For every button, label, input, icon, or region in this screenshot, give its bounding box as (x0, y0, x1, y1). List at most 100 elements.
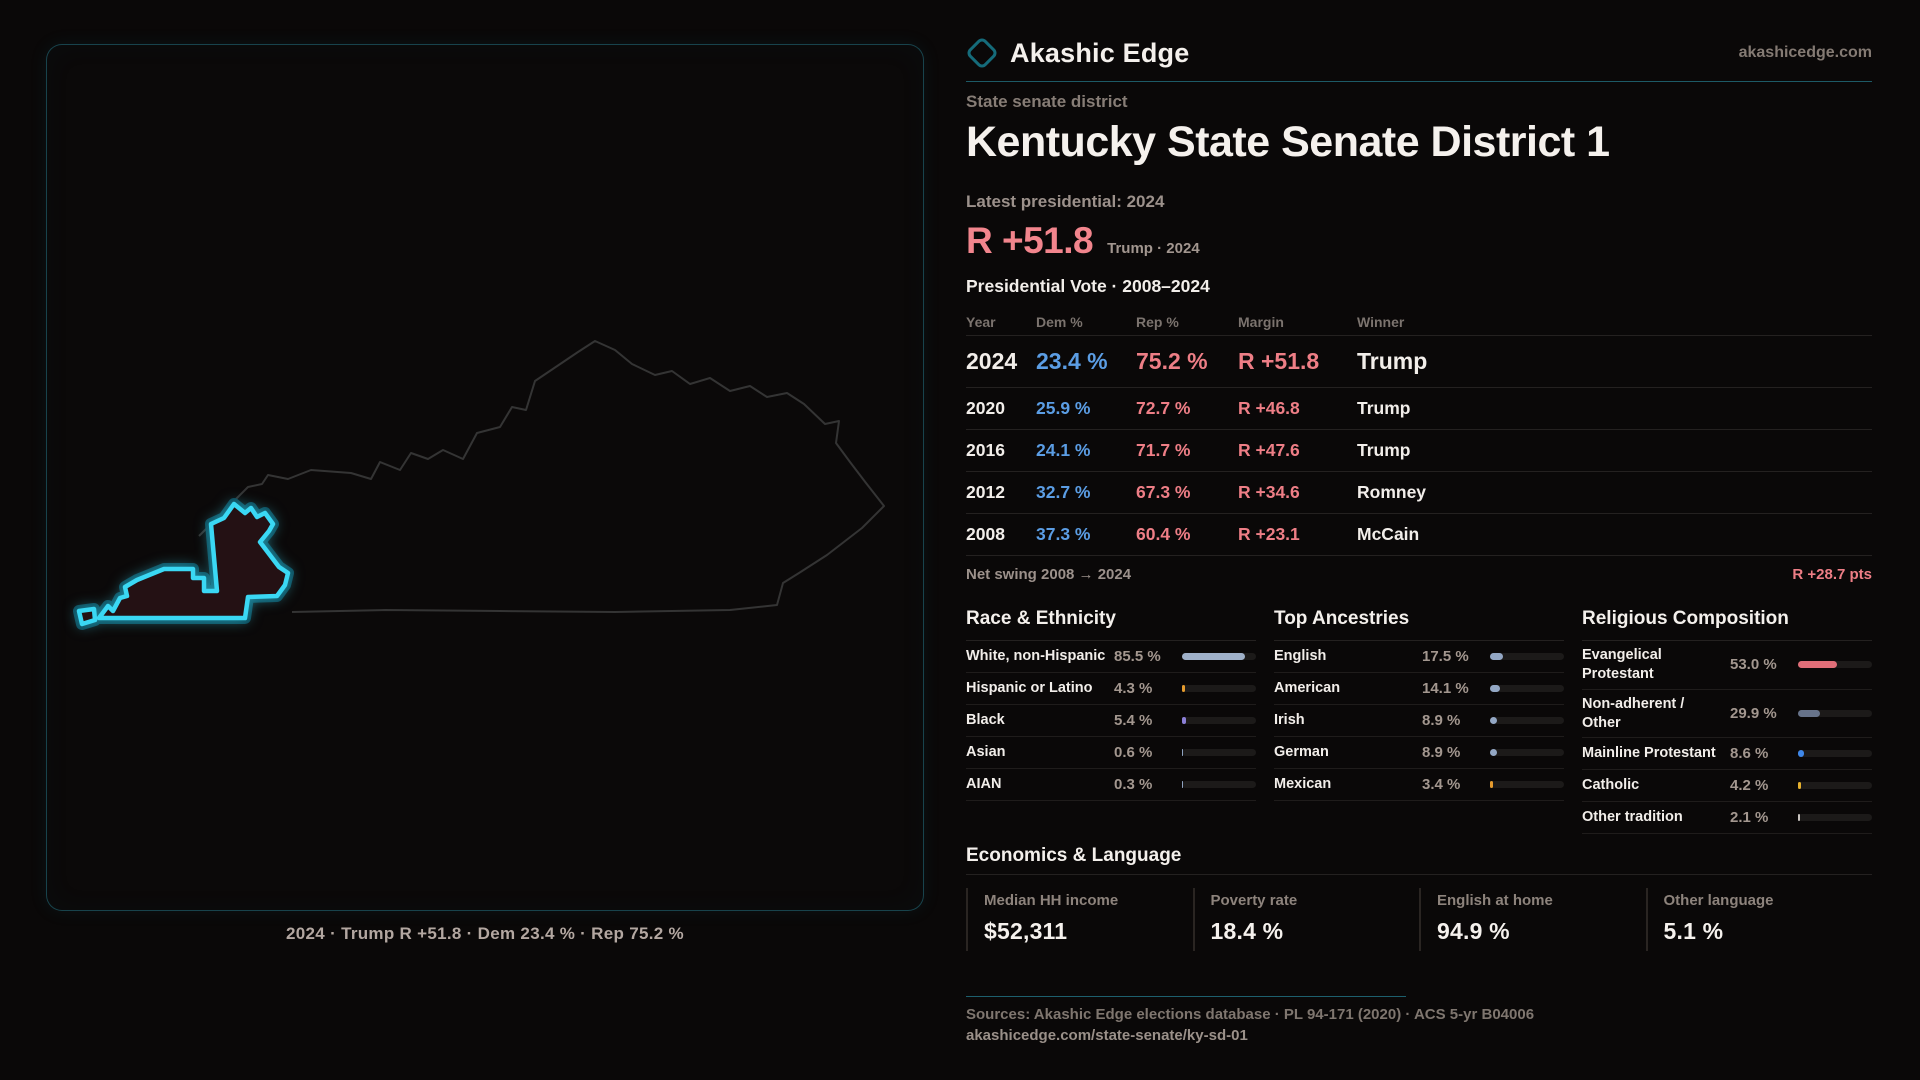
col-year: Year (966, 313, 996, 330)
footer-divider (966, 996, 1406, 997)
demo-value: 8.9 % (1422, 712, 1461, 729)
demo-row: Black 5.4 % (966, 705, 1256, 737)
page-title: Kentucky State Senate District 1 (966, 118, 1610, 166)
section-title: Top Ancestries (1274, 600, 1564, 641)
demo-value: 4.2 % (1730, 777, 1769, 795)
headline-margin-note: Trump · 2024 (1107, 240, 1200, 257)
demo-row: Hispanic or Latino 4.3 % (966, 673, 1256, 705)
demo-value: 8.6 % (1730, 745, 1769, 763)
cell-winner: Trump (1357, 348, 1428, 374)
economics-stats: Median HH income $52,311 Poverty rate 18… (966, 888, 1872, 951)
cell-dem: 25.9 % (1036, 398, 1091, 418)
demo-label: German (1274, 744, 1329, 761)
table-row: 2016 24.1 % 71.7 % R +47.6 Trump (966, 430, 1872, 472)
col-dem: Dem % (1036, 313, 1083, 330)
cell-dem: 32.7 % (1036, 482, 1091, 502)
demo-bar (1798, 661, 1872, 669)
demo-bar-fill (1490, 717, 1497, 724)
cell-winner: Trump (1357, 398, 1411, 418)
demo-bar (1182, 781, 1256, 788)
demo-label: Irish (1274, 712, 1305, 729)
demo-label: Mexican (1274, 776, 1332, 793)
table-row: 2024 23.4 % 75.2 % R +51.8 Trump (966, 336, 1872, 388)
demo-bar-fill (1490, 749, 1497, 756)
cell-rep: 60.4 % (1136, 524, 1191, 544)
demo-bar-fill (1798, 782, 1802, 790)
demo-row: Asian 0.6 % (966, 737, 1256, 769)
table-row: 2012 32.7 % 67.3 % R +34.6 Romney (966, 472, 1872, 514)
col-rep: Rep % (1136, 313, 1179, 330)
demo-value: 2.1 % (1730, 809, 1769, 827)
stat-block: Other language 5.1 % (1645, 888, 1873, 951)
cell-rep: 75.2 % (1136, 348, 1208, 374)
demo-bar (1798, 782, 1872, 790)
demo-row: AIAN 0.3 % (966, 769, 1256, 801)
state-outline (198, 340, 885, 613)
section-title: Race & Ethnicity (966, 600, 1256, 641)
kicker: State senate district (966, 92, 1128, 111)
net-swing-value: R +28.7 pts (1792, 566, 1872, 583)
demo-bar-fill (1798, 750, 1805, 758)
cell-dem: 37.3 % (1036, 524, 1091, 544)
demo-value: 3.4 % (1422, 776, 1461, 793)
stat-label: Poverty rate (1210, 892, 1298, 909)
table-row: 2020 25.9 % 72.7 % R +46.8 Trump (966, 388, 1872, 430)
demo-value: 53.0 % (1730, 656, 1777, 674)
cell-winner: McCain (1357, 524, 1420, 544)
demo-row: Mainline Protestant 8.6 % (1582, 738, 1872, 771)
col-margin: Margin (1238, 313, 1284, 330)
demo-value: 4.3 % (1114, 680, 1153, 697)
demo-label: AIAN (966, 776, 1002, 793)
demo-label: American (1274, 680, 1341, 697)
diamond-logo-icon (965, 36, 999, 70)
demo-label: Evangelical Protestant (1582, 647, 1662, 682)
demo-value: 17.5 % (1422, 648, 1469, 665)
demo-row: American 14.1 % (1274, 673, 1564, 705)
cell-winner: Trump (1357, 440, 1411, 460)
demo-row: German 8.9 % (1274, 737, 1564, 769)
demo-value: 29.9 % (1730, 705, 1777, 723)
stat-label: Median HH income (984, 892, 1119, 909)
net-swing-row: Net swing 2008 → 2024 R +28.7 pts (966, 566, 1872, 583)
cell-dem: 24.1 % (1036, 440, 1091, 460)
district-1-shape[interactable] (73, 498, 294, 630)
demo-label: Other tradition (1582, 809, 1683, 826)
demo-row: Non-adherent / Other 29.9 % (1582, 690, 1872, 739)
demo-value: 14.1 % (1422, 680, 1469, 697)
headline-margin-row: R +51.8 Trump · 2024 (966, 220, 1200, 262)
cell-year: 2008 (966, 524, 1005, 544)
map-panel (46, 44, 924, 911)
demo-value: 8.9 % (1422, 744, 1461, 761)
demo-bar (1490, 653, 1564, 660)
demo-label: Mainline Protestant (1582, 745, 1716, 762)
demo-bar-fill (1490, 781, 1493, 788)
demographics: Race & Ethnicity White, non-Hispanic 85.… (966, 600, 1872, 835)
cell-year: 2012 (966, 482, 1005, 502)
cell-year: 2020 (966, 398, 1005, 418)
demo-row: Catholic 4.2 % (1582, 770, 1872, 803)
stat-value: $52,311 (984, 918, 1068, 944)
demo-label: Asian (966, 744, 1006, 761)
cell-dem: 23.4 % (1036, 348, 1108, 374)
brand-site-link[interactable]: akashicedge.com (1738, 44, 1872, 61)
cell-year: 2016 (966, 440, 1005, 460)
table-row: 2008 37.3 % 60.4 % R +23.1 McCain (966, 514, 1872, 556)
cell-margin: R +23.1 (1238, 524, 1300, 544)
demo-row: Irish 8.9 % (1274, 705, 1564, 737)
demo-label: Black (966, 712, 1005, 729)
cell-year: 2024 (966, 348, 1018, 374)
economics-title: Economics & Language (966, 845, 1182, 866)
cell-rep: 67.3 % (1136, 482, 1191, 502)
stat-block: English at home 94.9 % (1419, 888, 1646, 951)
demo-bar (1798, 750, 1872, 758)
demo-value: 5.4 % (1114, 712, 1153, 729)
economics-divider (966, 874, 1872, 875)
sources-line: Sources: Akashic Edge elections database… (966, 1006, 1535, 1023)
demo-row: White, non-Hispanic 85.5 % (966, 641, 1256, 673)
permalink[interactable]: akashicedge.com/state-senate/ky-sd-01 (966, 1027, 1248, 1044)
demo-row: Evangelical Protestant 53.0 % (1582, 641, 1872, 690)
district-outline (76, 501, 291, 627)
stat-label: English at home (1437, 892, 1553, 909)
vote-table: Year Dem % Rep % Margin Winner 2024 23.4… (966, 308, 1872, 556)
kentucky-map (73, 340, 885, 630)
